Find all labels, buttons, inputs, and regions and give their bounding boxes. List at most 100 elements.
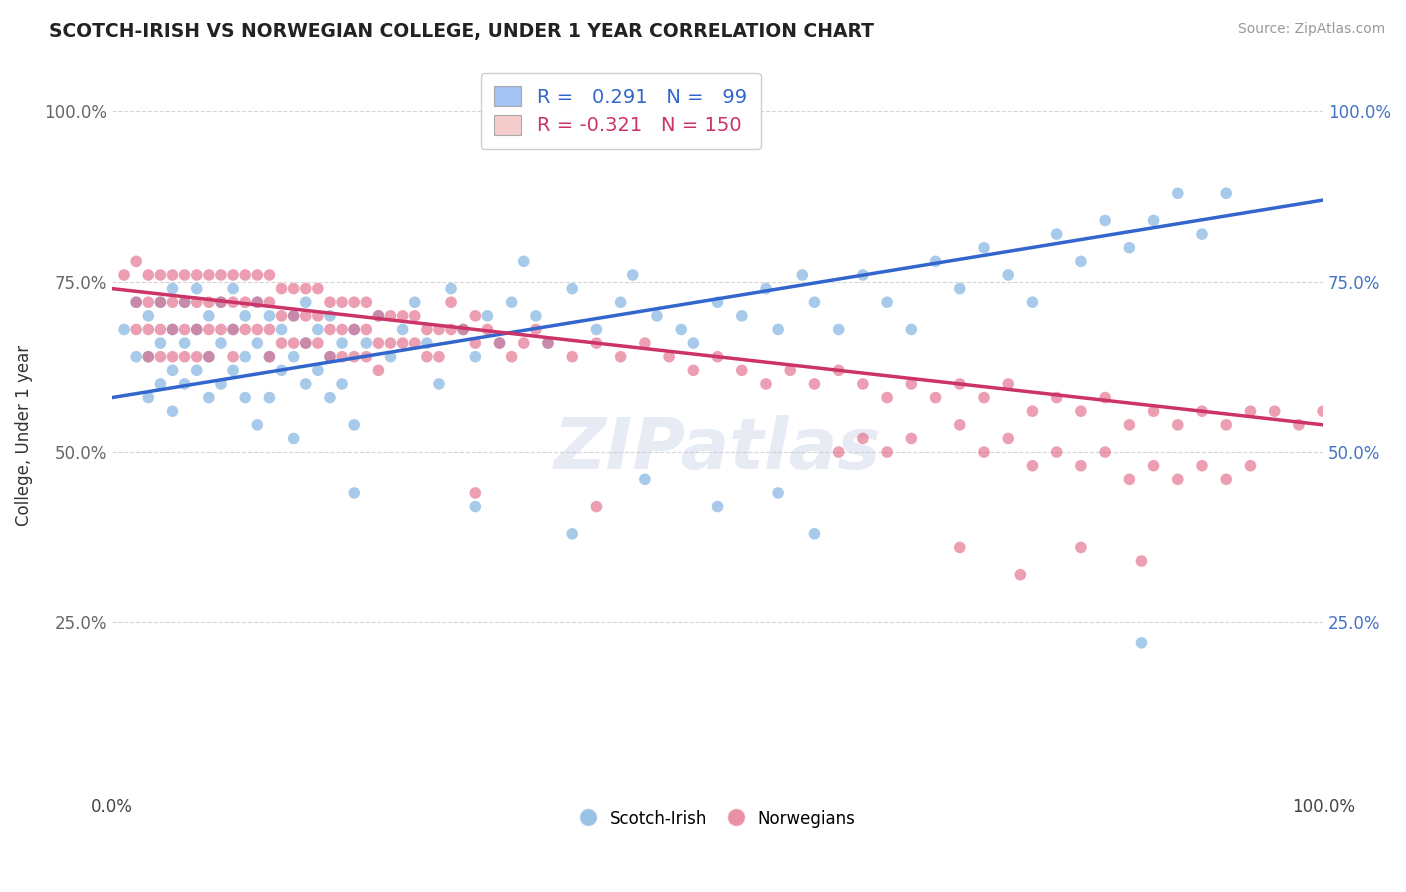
Point (427, 350, 450, 364)
Point (1264, 404, 1286, 418)
Point (1142, 458, 1164, 473)
Point (464, 500, 486, 514)
Point (367, 309, 389, 323)
Point (149, 376, 172, 391)
Point (803, 526, 825, 541)
Point (1215, 417, 1237, 432)
Point (682, 363, 704, 377)
Point (440, 322, 463, 336)
Point (900, 432, 922, 446)
Text: Source: ZipAtlas.com: Source: ZipAtlas.com (1237, 22, 1385, 37)
Point (149, 350, 172, 364)
Point (283, 309, 305, 323)
Point (198, 391, 221, 405)
Point (343, 417, 366, 432)
Point (1070, 404, 1092, 418)
Point (949, 417, 972, 432)
Point (852, 376, 875, 391)
Point (404, 295, 426, 310)
Point (1142, 404, 1164, 418)
Point (755, 376, 778, 391)
Point (307, 336, 329, 351)
Point (876, 445, 898, 459)
Point (259, 350, 281, 364)
Point (404, 336, 426, 351)
Point (319, 295, 342, 310)
Point (136, 322, 159, 336)
Point (186, 282, 208, 296)
Point (125, 350, 148, 364)
Point (706, 500, 728, 514)
Point (233, 391, 256, 405)
Point (209, 336, 232, 351)
Point (1167, 417, 1189, 432)
Point (997, 432, 1019, 446)
Point (973, 445, 995, 459)
Point (501, 350, 523, 364)
Point (464, 309, 486, 323)
Point (1094, 213, 1116, 227)
Point (1118, 472, 1140, 486)
Point (307, 322, 329, 336)
Point (380, 309, 402, 323)
Point (477, 322, 499, 336)
Point (585, 500, 607, 514)
Point (634, 472, 657, 486)
Point (283, 432, 305, 446)
Point (1288, 417, 1310, 432)
Point (343, 322, 366, 336)
Point (1046, 445, 1069, 459)
Point (792, 268, 814, 282)
Point (136, 350, 159, 364)
Point (125, 295, 148, 310)
Point (924, 391, 946, 405)
Point (524, 309, 547, 323)
Point (391, 309, 413, 323)
Point (561, 282, 583, 296)
Point (162, 268, 184, 282)
Point (367, 336, 389, 351)
Point (464, 336, 486, 351)
Point (198, 309, 221, 323)
Point (852, 432, 875, 446)
Point (330, 376, 353, 391)
Point (173, 295, 195, 310)
Point (973, 241, 995, 255)
Point (186, 322, 208, 336)
Point (198, 350, 221, 364)
Point (451, 322, 474, 336)
Point (343, 295, 366, 310)
Point (233, 295, 256, 310)
Point (513, 336, 536, 351)
Point (246, 295, 269, 310)
Point (524, 322, 547, 336)
Point (658, 350, 681, 364)
Point (1118, 417, 1140, 432)
Point (1046, 227, 1069, 241)
Point (294, 282, 316, 296)
Point (1021, 295, 1043, 310)
Point (803, 376, 825, 391)
Point (416, 336, 439, 351)
Point (330, 322, 353, 336)
Point (356, 350, 378, 364)
Point (367, 363, 389, 377)
Point (319, 350, 342, 364)
Point (222, 295, 245, 310)
Point (949, 541, 972, 555)
Point (645, 309, 668, 323)
Point (259, 268, 281, 282)
Point (561, 526, 583, 541)
Point (706, 295, 728, 310)
Text: SCOTCH-IRISH VS NORWEGIAN COLLEGE, UNDER 1 YEAR CORRELATION CHART: SCOTCH-IRISH VS NORWEGIAN COLLEGE, UNDER… (49, 22, 875, 41)
Point (307, 309, 329, 323)
Point (682, 336, 704, 351)
Point (162, 295, 184, 310)
Point (1130, 636, 1153, 650)
Point (319, 309, 342, 323)
Point (356, 322, 378, 336)
Point (900, 322, 922, 336)
Point (585, 322, 607, 336)
Point (246, 268, 269, 282)
Point (162, 322, 184, 336)
